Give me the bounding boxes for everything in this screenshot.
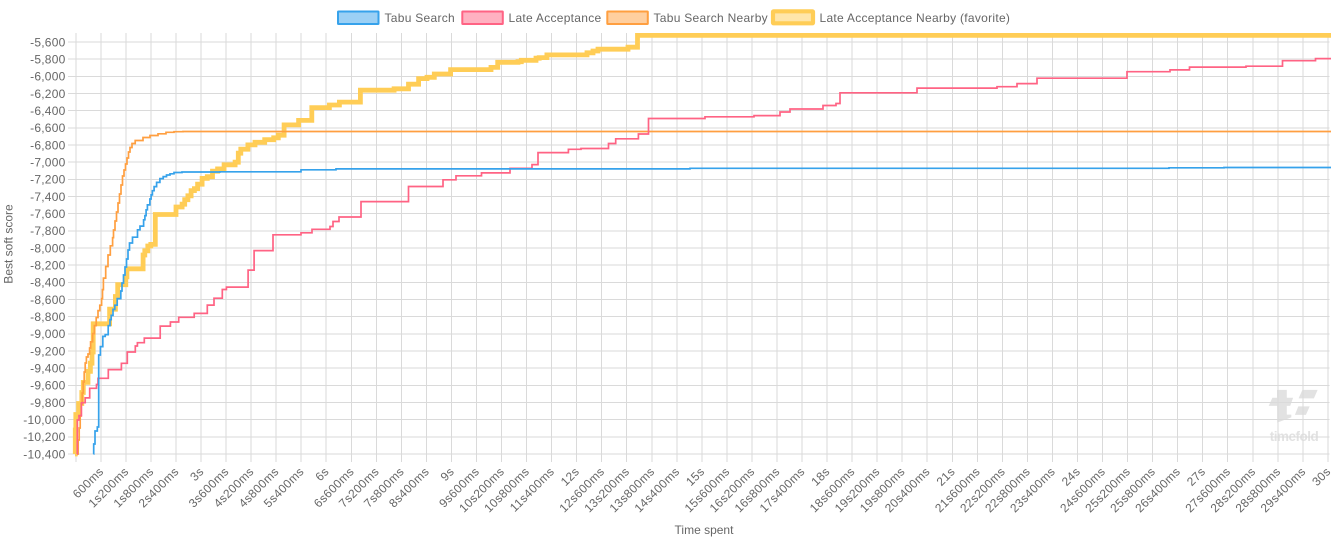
- svg-text:-6,600: -6,600: [30, 121, 65, 135]
- svg-text:-7,400: -7,400: [30, 190, 65, 204]
- svg-text:Best soft score: Best soft score: [2, 204, 16, 284]
- svg-text:-6,000: -6,000: [30, 70, 65, 84]
- svg-text:-9,400: -9,400: [30, 362, 65, 376]
- svg-text:-9,600: -9,600: [30, 379, 65, 393]
- svg-text:-9,000: -9,000: [30, 327, 65, 341]
- svg-text:-5,600: -5,600: [30, 35, 65, 49]
- svg-text:-8,600: -8,600: [30, 293, 65, 307]
- svg-text:-6,800: -6,800: [30, 138, 65, 152]
- svg-text:Time spent: Time spent: [675, 523, 735, 537]
- svg-text:-8,200: -8,200: [30, 259, 65, 273]
- svg-text:-7,200: -7,200: [30, 173, 65, 187]
- svg-text:-9,200: -9,200: [30, 344, 65, 358]
- svg-text:-7,800: -7,800: [30, 224, 65, 238]
- svg-text:-10,400: -10,400: [23, 447, 65, 461]
- svg-text:-5,800: -5,800: [30, 53, 65, 67]
- svg-text:Tabu Search: Tabu Search: [385, 11, 455, 25]
- svg-text:Late Acceptance Nearby (favori: Late Acceptance Nearby (favorite): [820, 11, 1011, 25]
- svg-text:-8,000: -8,000: [30, 241, 65, 255]
- svg-text:-10,200: -10,200: [23, 430, 65, 444]
- svg-text:-7,000: -7,000: [30, 156, 65, 170]
- svg-text:-6,400: -6,400: [30, 104, 65, 118]
- svg-text:-8,400: -8,400: [30, 276, 65, 290]
- svg-text:-9,800: -9,800: [30, 396, 65, 410]
- svg-text:-6,200: -6,200: [30, 87, 65, 101]
- svg-text:Late Acceptance: Late Acceptance: [509, 11, 602, 25]
- svg-text:-8,800: -8,800: [30, 310, 65, 324]
- svg-text:-10,000: -10,000: [23, 413, 65, 427]
- svg-text:-7,600: -7,600: [30, 207, 65, 221]
- svg-text:Tabu Search Nearby: Tabu Search Nearby: [654, 11, 768, 25]
